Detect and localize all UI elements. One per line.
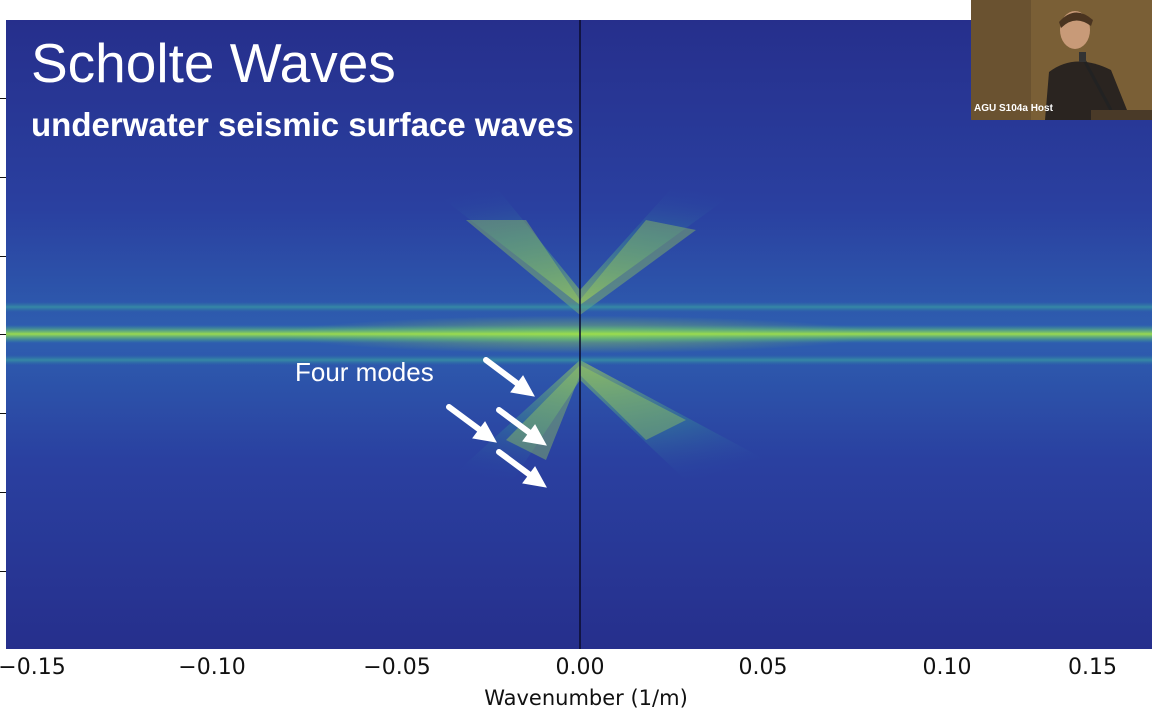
lower-mode-fan bbox=[426, 360, 766, 520]
arrow-icon bbox=[446, 357, 547, 488]
spectrum-plot bbox=[6, 20, 1152, 649]
upper-mode-core bbox=[466, 220, 696, 315]
x-tick-label: −0.15 bbox=[0, 655, 66, 680]
x-axis-label: Wavenumber (1/m) bbox=[484, 686, 688, 710]
x-tick-label: −0.10 bbox=[178, 655, 246, 680]
x-tick-label: 0.10 bbox=[922, 655, 972, 680]
webcam-label: AGU S104a Host bbox=[974, 103, 1053, 114]
band-center bbox=[6, 325, 1152, 343]
y-tick-mark bbox=[0, 177, 6, 178]
upper-mode-fan bbox=[406, 150, 766, 305]
y-tick-mark bbox=[0, 334, 6, 335]
y-tick-mark bbox=[0, 492, 6, 493]
slide-title: Scholte Waves bbox=[31, 32, 396, 94]
y-tick-mark bbox=[0, 571, 6, 572]
y-tick-mark bbox=[0, 413, 6, 414]
y-tick-mark bbox=[0, 256, 6, 257]
slide-subtitle: underwater seismic surface waves bbox=[31, 106, 574, 143]
x-tick-label: 0.00 bbox=[555, 655, 605, 680]
x-tick-label: 0.05 bbox=[738, 655, 788, 680]
x-tick-label: −0.05 bbox=[363, 655, 431, 680]
speaker-silhouette bbox=[971, 0, 1152, 120]
band-lower bbox=[6, 355, 1152, 365]
x-tick-label: 0.15 bbox=[1068, 655, 1117, 680]
band-upper bbox=[6, 302, 1152, 312]
spectrum-svg bbox=[6, 20, 1152, 649]
y-tick-mark bbox=[0, 98, 6, 99]
speaker-video: AGU S104a Host bbox=[971, 0, 1152, 120]
four-modes-annotation: Four modes bbox=[295, 357, 434, 387]
lower-mode-core bbox=[506, 365, 686, 460]
